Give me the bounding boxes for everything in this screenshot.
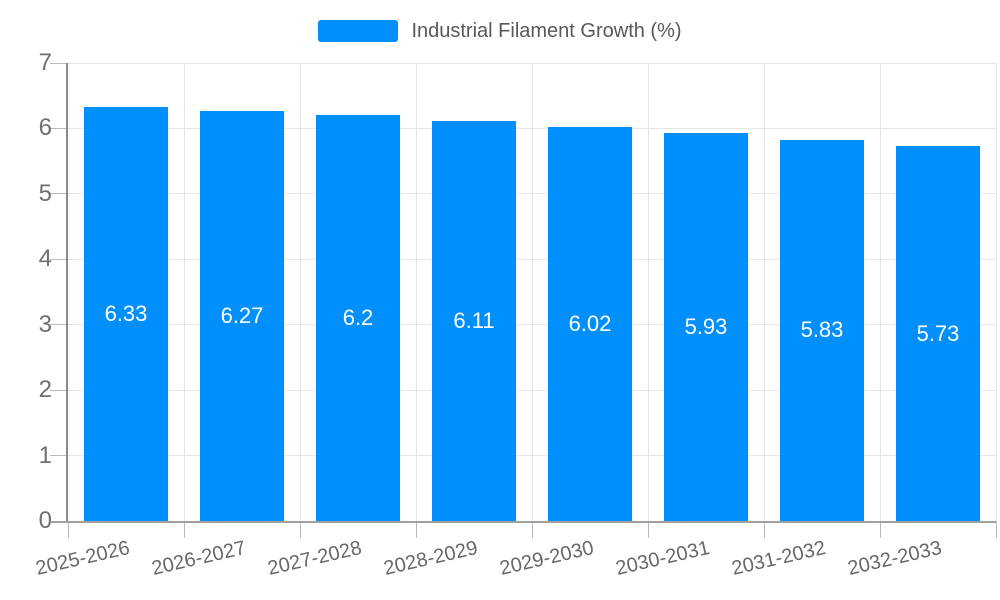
x-axis-tick	[879, 521, 881, 538]
x-axis-tick	[647, 521, 649, 538]
x-axis-label: 2032-2033	[846, 536, 945, 580]
x-axis-line	[50, 521, 996, 523]
y-axis-tick	[50, 62, 68, 64]
y-axis-label: 3	[38, 310, 52, 338]
bar-value-label: 6.33	[104, 300, 148, 326]
bar-value-label: 5.83	[800, 317, 844, 343]
y-axis-tick	[50, 455, 68, 457]
bar[interactable]: 5.73	[896, 146, 980, 521]
bar[interactable]: 6.27	[200, 110, 284, 521]
bar-value-label: 6.11	[453, 308, 495, 334]
gridline-vertical	[299, 63, 301, 521]
x-axis-tick	[531, 521, 533, 538]
bar[interactable]: 5.83	[780, 139, 864, 521]
x-axis-tick	[183, 521, 185, 538]
x-axis-tick	[67, 521, 69, 538]
y-axis-label: 4	[38, 245, 52, 273]
bar[interactable]: 5.93	[664, 133, 748, 521]
y-axis-tick	[50, 193, 68, 195]
legend-swatch	[318, 20, 399, 42]
bar[interactable]: 6.2	[316, 115, 400, 521]
bar-value-label: 6.02	[568, 310, 612, 336]
x-axis-label: 2026-2027	[150, 536, 249, 580]
gridline-vertical	[763, 63, 765, 521]
bar-value-label: 6.2	[342, 305, 374, 331]
y-axis-label: 2	[38, 376, 52, 404]
gridline-vertical	[531, 63, 533, 521]
y-axis-tick	[50, 324, 68, 326]
bar-value-label: 6.27	[220, 302, 264, 328]
legend: Industrial Filament Growth (%)	[0, 18, 1000, 44]
x-axis-tick	[299, 521, 301, 538]
bar-value-label: 5.93	[684, 314, 728, 339]
y-axis-tick	[50, 258, 68, 260]
gridline-vertical	[995, 63, 997, 521]
y-axis-label: 5	[38, 179, 52, 207]
legend-label: Industrial Filament Growth (%)	[411, 20, 682, 42]
legend-item[interactable]: Industrial Filament Growth (%)	[318, 18, 682, 44]
x-axis-label: 2029-2030	[498, 536, 597, 580]
y-axis-label: 7	[38, 49, 52, 76]
y-axis-label: 0	[38, 507, 52, 534]
x-axis-label: 2027-2028	[266, 536, 365, 580]
y-axis-tick	[50, 127, 68, 129]
bar[interactable]: 6.33	[84, 106, 168, 521]
x-axis-label: 2031-2032	[730, 536, 829, 580]
y-axis-label: 1	[38, 441, 52, 469]
x-axis-label: 2030-2031	[614, 536, 713, 580]
x-axis-tick	[995, 521, 997, 538]
bar[interactable]: 6.11	[432, 121, 516, 521]
y-axis-line	[66, 63, 68, 523]
x-axis-label: 2025-2026	[34, 536, 133, 580]
x-axis-label: 2028-2029	[382, 536, 481, 580]
x-axis-tick	[763, 521, 765, 538]
bar-value-label: 5.73	[916, 320, 960, 346]
gridline-vertical	[647, 63, 649, 521]
gridline-vertical	[879, 63, 881, 521]
plot-area: 6.33 6.27 6.2 6.11 6.02 5.93 5.83 5.73	[68, 62, 997, 521]
bar[interactable]: 6.02	[548, 127, 632, 521]
y-axis-tick	[50, 389, 68, 391]
gridline-vertical	[183, 63, 185, 521]
y-axis-label: 6	[38, 114, 52, 142]
gridline-vertical	[415, 63, 417, 521]
x-axis-tick	[415, 521, 417, 538]
